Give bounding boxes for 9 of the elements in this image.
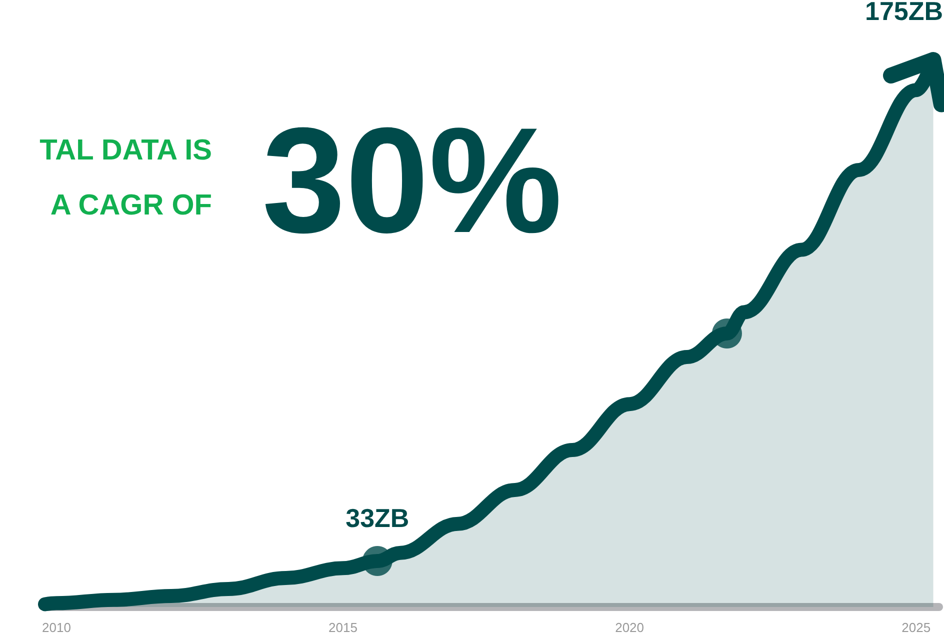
- annotation: 30%: [262, 96, 562, 264]
- x-tick-label: 2025: [902, 620, 931, 635]
- annotation: TAL DATA IS: [40, 134, 212, 166]
- x-tick-label: 2010: [42, 620, 71, 635]
- x-tick-label: 2020: [615, 620, 644, 635]
- x-tick-label: 2015: [328, 620, 358, 635]
- annotation: A CAGR OF: [50, 190, 212, 222]
- annotation: 33ZB: [346, 503, 410, 534]
- annotation: 175ZB: [864, 0, 944, 26]
